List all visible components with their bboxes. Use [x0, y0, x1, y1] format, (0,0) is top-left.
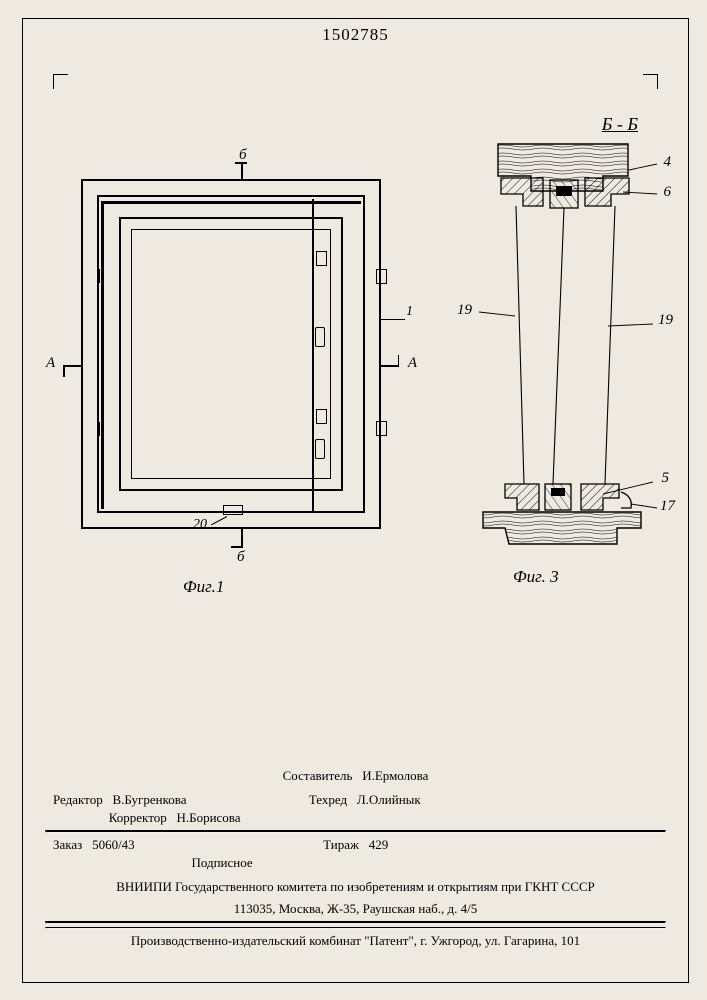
- leader-line: [381, 319, 405, 320]
- compiler-label: Составитель: [283, 767, 353, 785]
- ref-label-4: 4: [664, 154, 672, 171]
- section-tick: [398, 355, 400, 367]
- latch-icon: [315, 439, 325, 459]
- ref-label-19: 19: [457, 302, 472, 319]
- order-num: 5060/43: [92, 837, 135, 852]
- publication-block: Составитель И.Ермолова Редактор В.Бугрен…: [45, 764, 666, 954]
- top-profile: [498, 144, 629, 208]
- crop-mark-right: [643, 74, 658, 89]
- editor-label: Редактор: [53, 792, 103, 807]
- fig3-caption: Фиг. 3: [513, 567, 559, 587]
- tick-icon: [98, 269, 100, 283]
- page: 1502785 б: [0, 0, 707, 1000]
- editor-name: В.Бугренкова: [112, 792, 186, 807]
- ref-label-5: 5: [662, 470, 670, 487]
- org-line-2: 113035, Москва, Ж-35, Раушская наб., д. …: [45, 900, 666, 922]
- ref-label-6: 6: [664, 184, 672, 201]
- latch-icon: [315, 327, 325, 347]
- section-tick: [241, 529, 243, 547]
- copies-num: 429: [369, 837, 389, 852]
- figure-1: б б А А 1 20: [81, 179, 381, 529]
- hinge-icon: [376, 421, 387, 436]
- hinge-icon: [316, 251, 327, 266]
- figure-3: Б - Б: [453, 114, 673, 544]
- section-a-left-label: А: [46, 355, 55, 372]
- ref-label-1: 1: [406, 304, 413, 320]
- section-tick: [381, 365, 399, 367]
- glass-line: [516, 206, 524, 484]
- bottom-profile: [483, 484, 641, 544]
- patent-number: 1502785: [23, 25, 688, 45]
- press-line: Производственно-издательский комбинат "П…: [45, 929, 666, 954]
- crop-mark-left: [53, 74, 68, 89]
- order-cell: Заказ 5060/43: [53, 836, 253, 854]
- signed-cell: Подписное: [53, 854, 253, 872]
- proof-name: Н.Борисова: [176, 810, 240, 825]
- section-b-bot-label: б: [237, 549, 245, 566]
- hinge-icon: [376, 269, 387, 284]
- section-tick: [63, 365, 65, 377]
- section-tick: [63, 365, 81, 367]
- ref-label-19: 19: [658, 312, 673, 329]
- section-a-right-label: А: [408, 355, 417, 372]
- section-title: Б - Б: [602, 114, 638, 135]
- glass-line: [553, 208, 564, 484]
- rule: [45, 921, 666, 924]
- sheet-border: 1502785 б: [22, 18, 689, 983]
- ref-label-20: 20: [193, 517, 207, 533]
- glass-pane: [131, 229, 331, 479]
- techred-label: Техред: [309, 792, 347, 807]
- ref-label-17: 17: [660, 498, 675, 515]
- compiler-name: И.Ермолова: [362, 767, 428, 785]
- section-tick: [241, 162, 243, 179]
- copies-cell: Тираж 429: [256, 836, 456, 854]
- order-label: Заказ: [53, 837, 82, 852]
- mullion: [312, 199, 344, 511]
- org-line-1: ВНИИПИ Государственного комитета по изоб…: [45, 875, 666, 900]
- proof-label: Корректор: [109, 810, 167, 825]
- copies-label: Тираж: [323, 837, 359, 852]
- window-mid-frame-left: [101, 201, 108, 509]
- techred-cell: Техред Л.Олийнык: [262, 791, 468, 809]
- bottom-latch-icon: [223, 505, 243, 515]
- editor-cell: Редактор В.Бугренкова: [53, 791, 259, 809]
- fig1-caption: Фиг.1: [183, 577, 224, 597]
- glass-line: [605, 206, 615, 484]
- techred-name: Л.Олийнык: [357, 792, 421, 807]
- section-tick: [231, 546, 243, 548]
- tick-icon: [98, 422, 100, 436]
- section-svg: [453, 136, 673, 556]
- hinge-icon: [316, 409, 327, 424]
- proof-cell: Корректор Н.Борисова: [53, 809, 241, 827]
